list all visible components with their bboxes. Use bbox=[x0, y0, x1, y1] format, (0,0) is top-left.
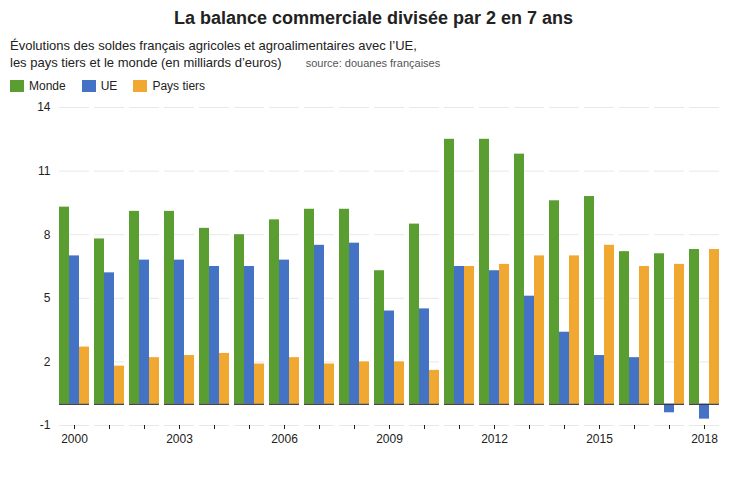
svg-text:14: 14 bbox=[37, 100, 51, 114]
svg-text:11: 11 bbox=[38, 164, 51, 178]
svg-text:2000: 2000 bbox=[61, 432, 88, 446]
svg-text:-1: -1 bbox=[40, 418, 51, 432]
html-text:Monde: Monde bbox=[29, 79, 66, 93]
svg-text:2009: 2009 bbox=[376, 432, 403, 446]
html-text:Évolutions des soldes français: Évolutions des soldes français agricoles… bbox=[10, 38, 417, 53]
svg-text:2: 2 bbox=[44, 355, 51, 369]
svg-text:8: 8 bbox=[44, 228, 51, 242]
html-text:Pays tiers: Pays tiers bbox=[152, 79, 206, 93]
svg-text:2015: 2015 bbox=[586, 432, 613, 446]
svg-text:2003: 2003 bbox=[166, 432, 193, 446]
html-text:La balance commerciale divisée: La balance commerciale divisée par 2 en … bbox=[173, 8, 574, 28]
html-text:les pays tiers et le monde (en: les pays tiers et le monde (en milliards… bbox=[10, 55, 282, 70]
svg-text:2018: 2018 bbox=[691, 432, 718, 446]
svg-text:2006: 2006 bbox=[271, 432, 298, 446]
html-text:UE: UE bbox=[100, 79, 118, 93]
html-text:source: douanes françaises: source: douanes françaises bbox=[305, 57, 441, 69]
svg-text:2012: 2012 bbox=[481, 432, 508, 446]
svg-text:5: 5 bbox=[44, 291, 51, 305]
